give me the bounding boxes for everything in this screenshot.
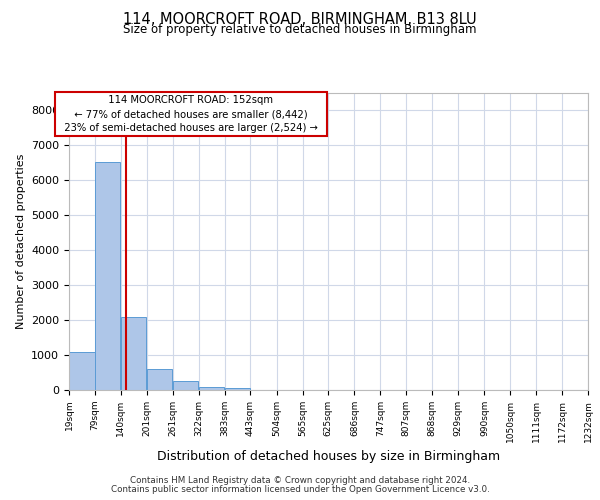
Text: Contains HM Land Registry data © Crown copyright and database right 2024.: Contains HM Land Registry data © Crown c… xyxy=(130,476,470,485)
Bar xyxy=(121,316,146,390)
Text: 114, MOORCROFT ROAD, BIRMINGHAM, B13 8LU: 114, MOORCROFT ROAD, BIRMINGHAM, B13 8LU xyxy=(123,12,477,28)
Text: 114 MOORCROFT ROAD: 152sqm  
  ← 77% of detached houses are smaller (8,442)  
  : 114 MOORCROFT ROAD: 152sqm ← 77% of deta… xyxy=(58,96,324,134)
Bar xyxy=(173,381,198,390)
Bar xyxy=(147,369,172,390)
Bar xyxy=(225,388,250,390)
Bar xyxy=(199,386,224,390)
Text: Contains public sector information licensed under the Open Government Licence v3: Contains public sector information licen… xyxy=(110,485,490,494)
Bar xyxy=(95,162,120,390)
Bar xyxy=(69,352,95,390)
X-axis label: Distribution of detached houses by size in Birmingham: Distribution of detached houses by size … xyxy=(157,450,500,463)
Y-axis label: Number of detached properties: Number of detached properties xyxy=(16,154,26,329)
Text: Size of property relative to detached houses in Birmingham: Size of property relative to detached ho… xyxy=(123,22,477,36)
